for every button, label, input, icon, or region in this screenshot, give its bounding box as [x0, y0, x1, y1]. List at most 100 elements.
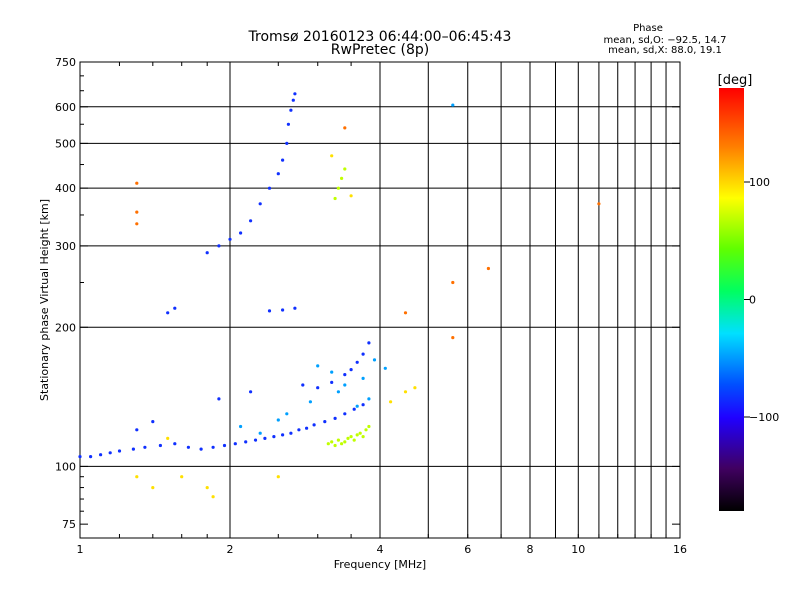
- data-point: [305, 426, 309, 430]
- data-point: [263, 436, 267, 440]
- data-point: [330, 154, 334, 158]
- colorbar-ticks: −100 0 100: [744, 176, 779, 424]
- data-point: [330, 440, 334, 444]
- data-point: [301, 383, 305, 387]
- data-point: [281, 158, 285, 162]
- data-point: [272, 435, 276, 439]
- colorbar-tick-label: −100: [749, 411, 779, 424]
- data-point: [173, 442, 177, 446]
- y-tick-label: 200: [55, 321, 76, 334]
- data-point: [211, 445, 215, 449]
- data-point: [281, 308, 285, 312]
- chart-title: Tromsø 20160123 06:44:00–06:45:43: [248, 29, 512, 45]
- y-tick-label: 100: [55, 460, 76, 473]
- data-point: [143, 445, 147, 449]
- y-tick-label: 300: [55, 240, 76, 253]
- data-point: [343, 440, 347, 444]
- data-point: [336, 186, 340, 190]
- colorbar-tick-label: 0: [749, 294, 756, 307]
- y-tick-label: 400: [55, 182, 76, 195]
- data-point: [297, 428, 301, 432]
- phase-stats-x: mean, sd,X: 88.0, 19.1: [608, 45, 722, 56]
- data-point: [151, 486, 155, 490]
- data-point: [108, 451, 112, 455]
- y-tick-label: 600: [55, 101, 76, 114]
- data-point: [316, 364, 320, 368]
- data-point: [239, 231, 243, 235]
- data-point: [217, 244, 221, 248]
- x-tick-label: 8: [527, 543, 534, 556]
- data-point: [330, 380, 334, 384]
- colorbar-tick-label: 100: [749, 176, 770, 189]
- data-point: [358, 431, 362, 435]
- x-tick-label: 4: [377, 543, 384, 556]
- data-point: [166, 311, 170, 315]
- data-point: [343, 373, 347, 377]
- data-point: [258, 202, 262, 206]
- data-point: [352, 407, 356, 411]
- data-point: [258, 431, 262, 435]
- data-point: [312, 423, 316, 427]
- data-point: [285, 141, 289, 145]
- data-point: [135, 210, 139, 214]
- data-point: [276, 475, 280, 479]
- data-point: [372, 358, 377, 362]
- data-point: [289, 108, 293, 112]
- data-point: [291, 98, 295, 102]
- colorbar-scale: [719, 88, 744, 511]
- data-point: [217, 397, 221, 401]
- data-point: [367, 424, 371, 429]
- y-axis-label: Stationary phase Virtual Height [km]: [38, 199, 51, 401]
- phase-stats-title: Phase: [633, 23, 663, 34]
- data-point: [403, 390, 408, 394]
- data-point: [158, 443, 162, 448]
- data-point: [233, 442, 237, 446]
- data-point: [281, 433, 285, 437]
- data-point: [211, 495, 215, 499]
- grid-lines: [80, 62, 680, 538]
- data-point: [276, 172, 280, 176]
- data-point: [239, 424, 243, 429]
- x-axis-label: Frequency [MHz]: [334, 558, 426, 571]
- data-point: [343, 412, 347, 416]
- data-point: [336, 438, 340, 442]
- x-tick-label: 1: [77, 543, 84, 556]
- data-point: [151, 420, 155, 424]
- data-point: [451, 280, 455, 285]
- data-point: [131, 447, 135, 451]
- data-point: [323, 420, 327, 424]
- data-point: [355, 433, 359, 437]
- data-point: [267, 186, 272, 190]
- phase-stats-o: mean, sd,O: −92.5, 14.7: [604, 35, 727, 46]
- data-point: [355, 360, 359, 364]
- data-point: [343, 167, 347, 171]
- data-point: [253, 438, 258, 442]
- data-point: [349, 194, 353, 198]
- x-tick-label: 6: [464, 543, 471, 556]
- data-point: [293, 306, 297, 310]
- data-point: [135, 222, 139, 226]
- data-point: [173, 306, 177, 310]
- data-point: [249, 390, 253, 394]
- data-point: [222, 443, 227, 448]
- data-point: [383, 366, 387, 370]
- y-tick-label: 750: [55, 56, 76, 69]
- data-point: [349, 435, 353, 439]
- data-point: [413, 386, 417, 390]
- data-point: [340, 176, 344, 180]
- x-tick-label: 10: [571, 543, 585, 556]
- colorbar: [deg] −100 0 100: [718, 73, 779, 511]
- data-point: [135, 181, 139, 185]
- data-point: [326, 442, 330, 446]
- y-tick-label: 75: [62, 518, 76, 531]
- plot-area: 1 2 4 8 16 6 10 75 100 200 300 400 500 600 750: [55, 56, 687, 556]
- data-point: [205, 486, 209, 490]
- data-point: [99, 453, 103, 457]
- data-points: [78, 92, 601, 499]
- data-point: [244, 440, 248, 444]
- data-point: [249, 219, 253, 223]
- x-tick-label: 16: [673, 543, 687, 556]
- data-point: [352, 438, 356, 442]
- data-point: [199, 447, 203, 451]
- data-point: [361, 352, 365, 356]
